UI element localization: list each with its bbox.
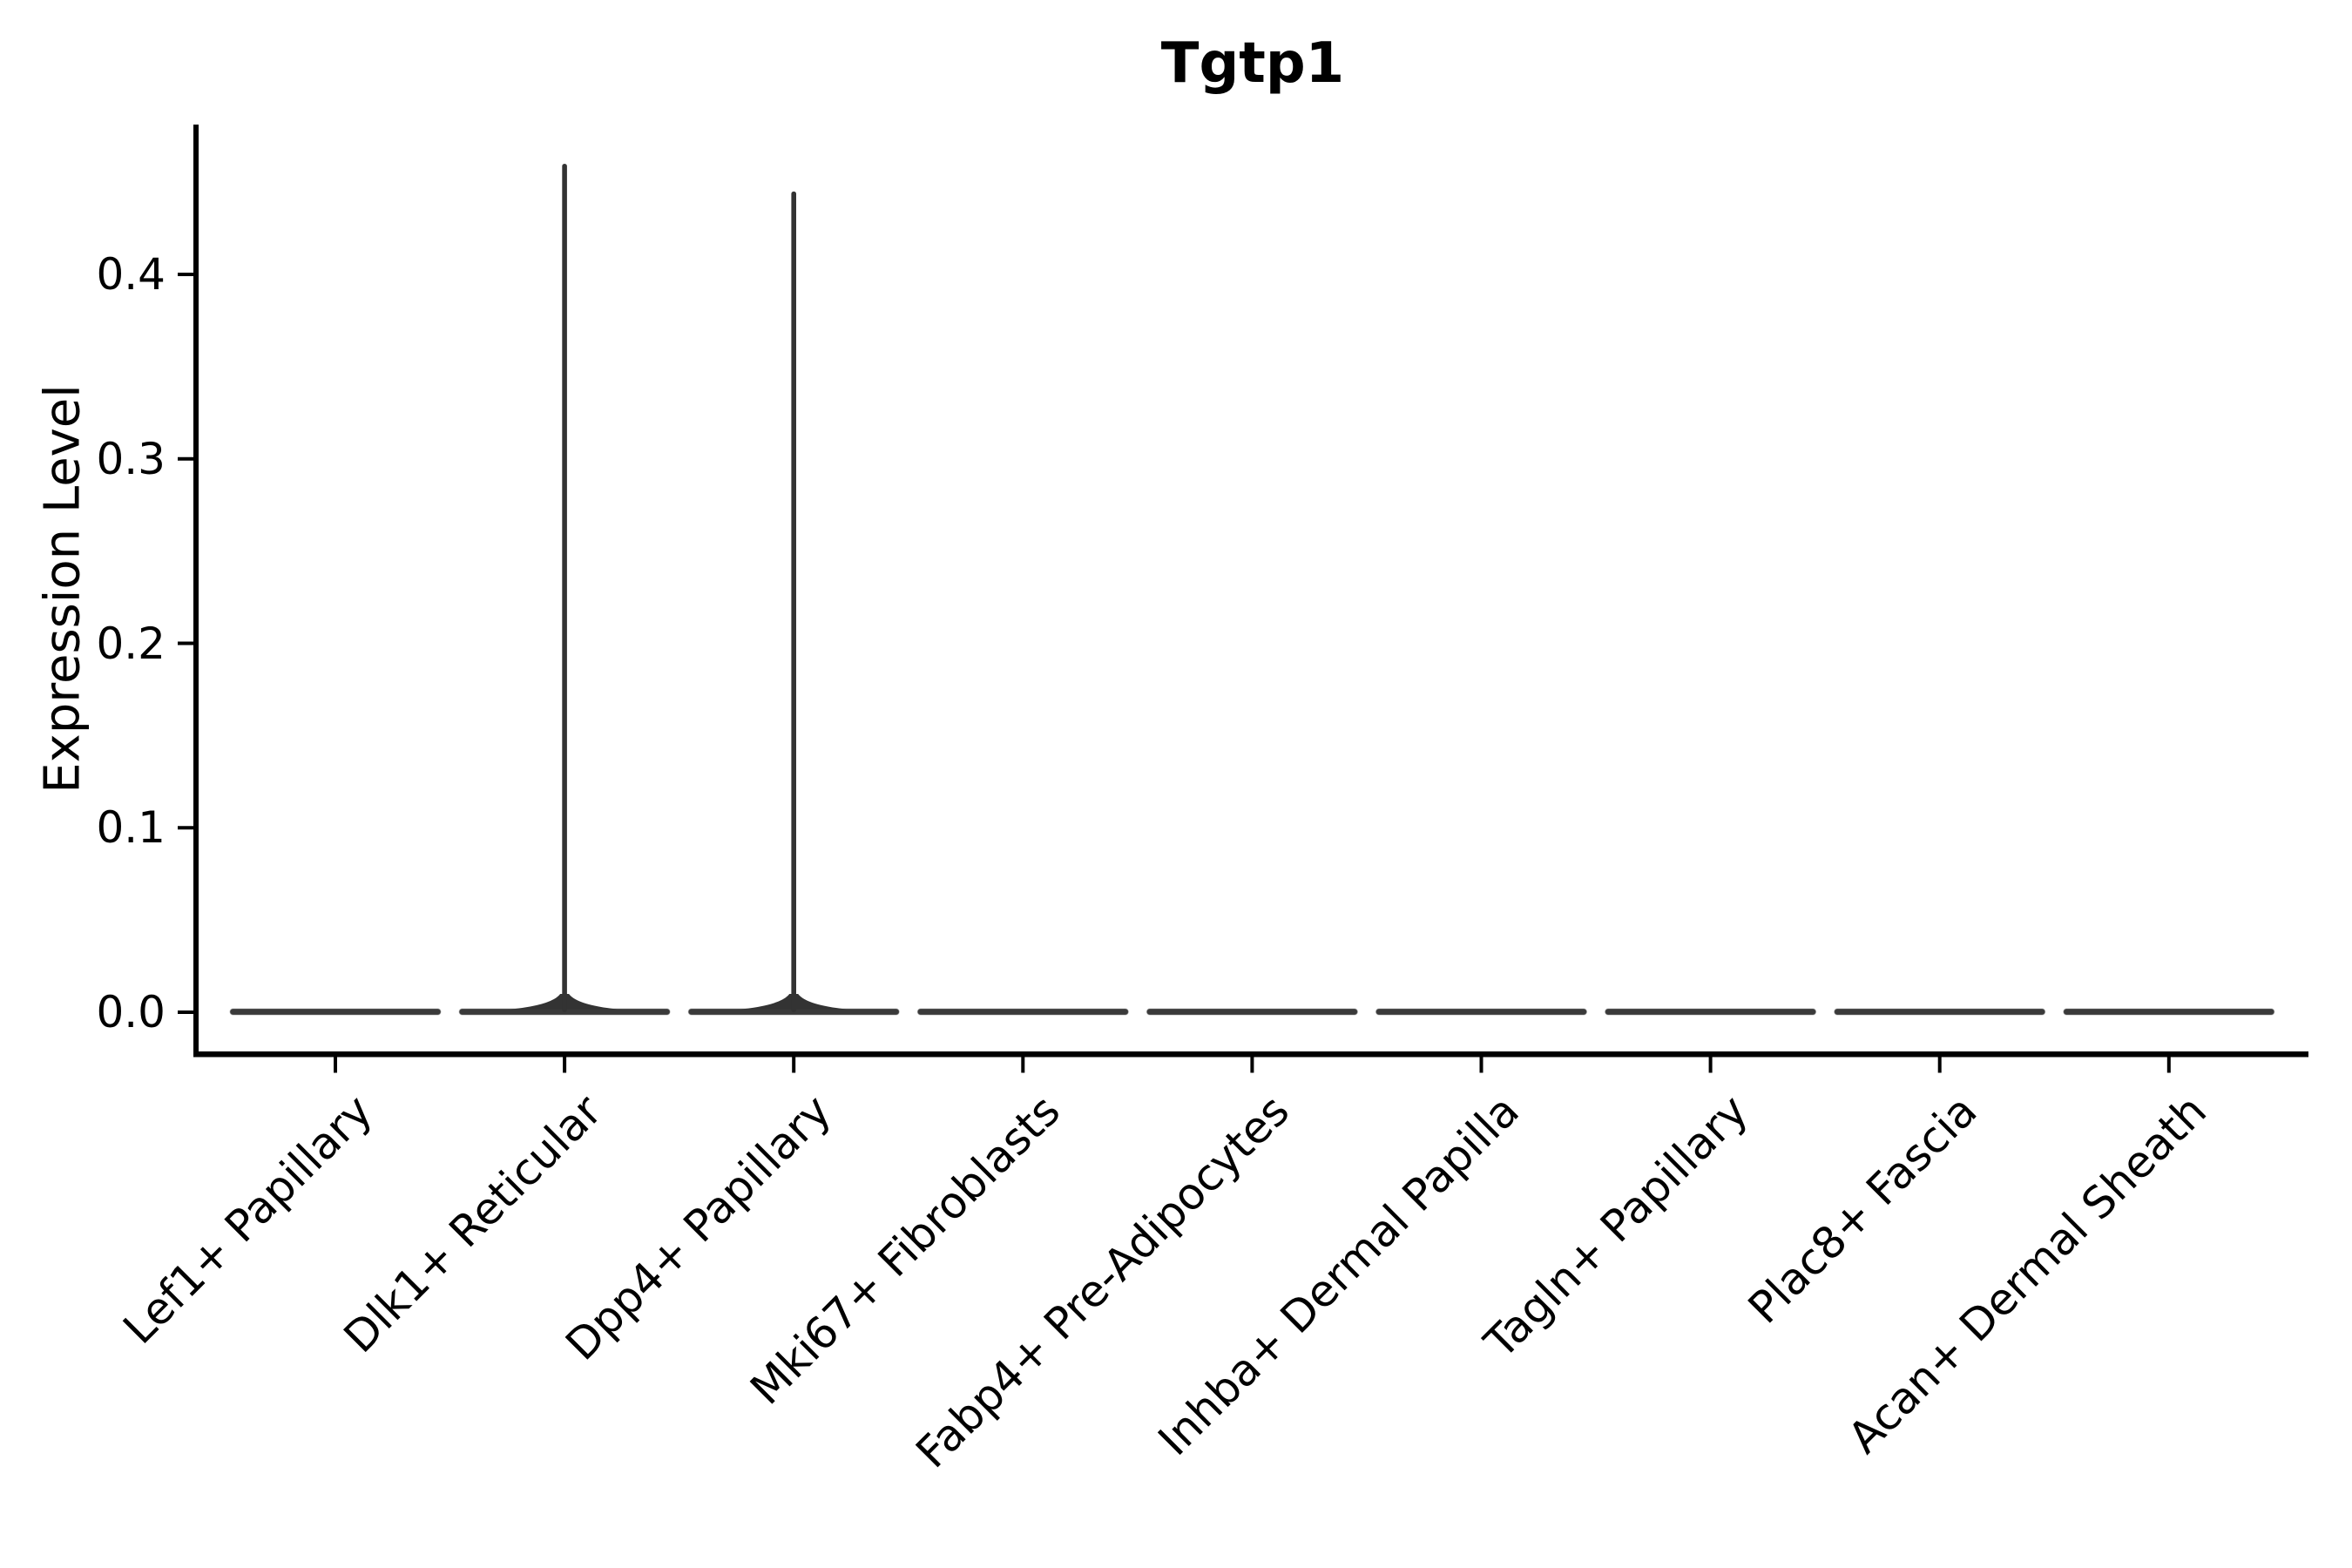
violin-spike bbox=[562, 163, 567, 1012]
x-tick bbox=[563, 1057, 567, 1073]
y-tick bbox=[178, 1010, 193, 1014]
x-tick bbox=[1021, 1057, 1025, 1073]
chart-title: Tgtp1 bbox=[1160, 31, 1345, 96]
violin-body bbox=[1834, 1008, 2046, 1016]
x-tick-label: Lef1+ Papillary bbox=[113, 1085, 382, 1354]
violin-body bbox=[1605, 1008, 1817, 1016]
x-tick-label: Dlk1+ Reticular bbox=[334, 1085, 612, 1363]
x-tick bbox=[792, 1057, 796, 1073]
violin-body bbox=[2063, 1008, 2275, 1016]
x-tick bbox=[1250, 1057, 1254, 1073]
x-tick bbox=[334, 1057, 337, 1073]
y-tick-label: 0.4 bbox=[96, 249, 166, 300]
violin-body bbox=[1146, 1008, 1358, 1016]
violin-body bbox=[229, 1008, 442, 1016]
y-tick-label: 0.3 bbox=[96, 433, 166, 484]
y-tick bbox=[178, 456, 193, 461]
bottom-spine bbox=[193, 1051, 2308, 1058]
violin-body bbox=[1375, 1008, 1587, 1016]
y-tick-label: 0.1 bbox=[96, 802, 166, 854]
x-tick bbox=[2166, 1057, 2171, 1073]
violin-spike bbox=[791, 191, 796, 1012]
violin-body bbox=[916, 1008, 1129, 1016]
y-tick-label: 0.2 bbox=[96, 618, 166, 669]
x-tick-label: Fabp4+ Pre-Adipocytes bbox=[906, 1085, 1300, 1478]
y-tick bbox=[178, 273, 193, 276]
x-tick-label: Plac8+ Fascia bbox=[1738, 1085, 1987, 1334]
left-spine bbox=[193, 125, 199, 1058]
y-tick bbox=[178, 826, 193, 830]
x-tick bbox=[1479, 1057, 1484, 1073]
x-tick bbox=[1937, 1057, 1942, 1073]
x-tick bbox=[1708, 1057, 1713, 1073]
y-tick-label: 0.0 bbox=[96, 987, 166, 1037]
y-tick bbox=[178, 641, 193, 645]
